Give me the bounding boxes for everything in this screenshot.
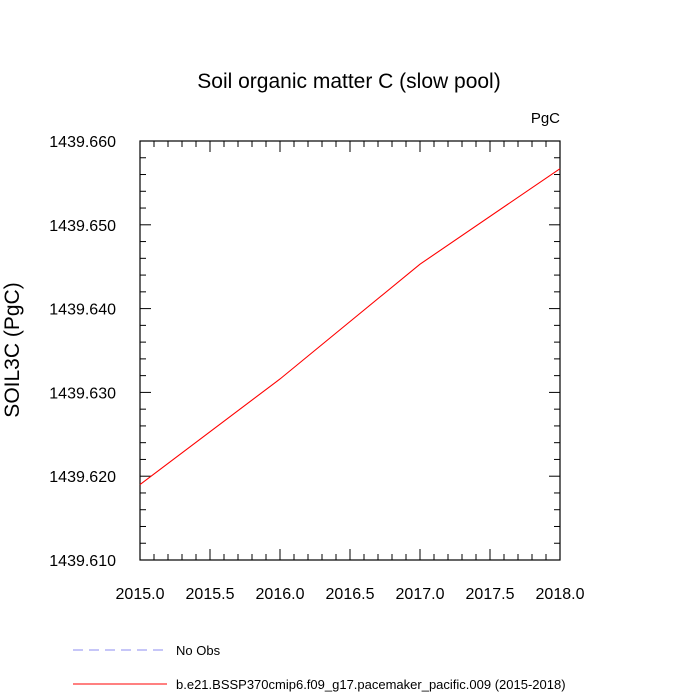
axis-ticks xyxy=(139,140,561,561)
series-line xyxy=(139,168,561,486)
y-tick-label: 1439.620 xyxy=(49,469,116,486)
y-tick-labels: 1439.610 1439.620 1439.630 1439.640 1439.650… xyxy=(49,134,116,570)
units-label: PgC xyxy=(531,110,560,127)
legend-label: b.e21.BSSP370cmip6.f09_g17.pacemaker_pac… xyxy=(176,677,566,692)
y-tick-label: 1439.640 xyxy=(49,302,116,319)
x-tick-labels: 2015.0 2015.5 2016.0 2016.5 2017.0 2017.5 2018… xyxy=(116,586,585,603)
x-tick-label: 2016.5 xyxy=(326,586,375,603)
legend: No Obs b.e21.BSSP370cmip6.f09_g17.pacemak… xyxy=(73,643,566,692)
y-axis-label: SOIL3C (PgC) xyxy=(1,282,24,417)
plot-frame xyxy=(139,140,561,561)
chart-title: Soil organic matter C (slow pool) xyxy=(197,70,500,93)
x-tick-label: 2018.0 xyxy=(536,586,585,603)
x-tick-label: 2017.5 xyxy=(466,586,515,603)
x-tick-label: 2015.0 xyxy=(116,586,165,603)
legend-label: No Obs xyxy=(176,643,221,658)
x-tick-label: 2017.0 xyxy=(396,586,445,603)
y-tick-label: 1439.660 xyxy=(49,134,116,151)
y-tick-label: 1439.650 xyxy=(49,218,116,235)
y-tick-label: 1439.630 xyxy=(49,385,116,402)
x-tick-label: 2015.5 xyxy=(186,586,235,603)
series-layer xyxy=(139,168,561,486)
x-tick-label: 2016.0 xyxy=(256,586,305,603)
y-tick-label: 1439.610 xyxy=(49,553,116,570)
